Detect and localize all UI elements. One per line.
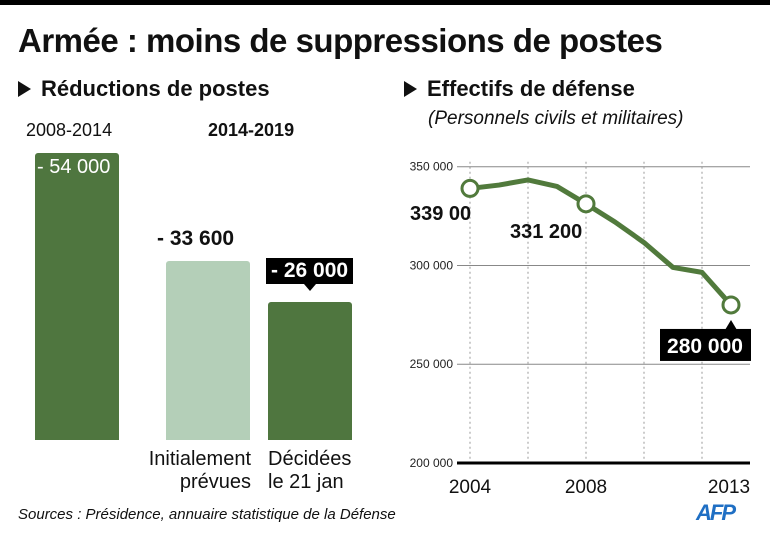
page-title: Armée : moins de suppressions de postes (18, 22, 663, 59)
data-point-marker (576, 194, 596, 214)
bar (35, 153, 119, 440)
y-tick-label: 200 000 (410, 456, 454, 470)
right-heading-text: Effectifs de défense (427, 76, 635, 101)
data-callout-pointer (725, 319, 737, 330)
right-section-heading: Effectifs de défense (404, 76, 635, 102)
bar-value-label: - 54 000 (37, 156, 111, 178)
bar-category-label: Initialement prévues (148, 448, 251, 493)
data-label: 339 00 (410, 203, 471, 225)
afp-logo: AFP (696, 500, 736, 525)
right-subheading: (Personnels civils et militaires) (428, 108, 684, 129)
y-tick-label: 300 000 (410, 258, 454, 272)
period-label-1: 2008-2014 (26, 120, 113, 140)
data-point-marker (721, 295, 741, 315)
triangle-bullet-icon (404, 81, 417, 97)
left-heading-text: Réductions de postes (41, 76, 270, 101)
series-line (467, 177, 734, 308)
y-tick-label: 250 000 (410, 357, 454, 371)
period-label-2: 2014-2019 (208, 120, 295, 140)
data-label: 280 000 (667, 335, 743, 358)
top-bar (0, 0, 770, 5)
y-tick-label: 350 000 (410, 160, 454, 174)
bar-category-label: Décidées le 21 jan (268, 448, 352, 493)
x-tick-label: 2008 (565, 477, 607, 498)
left-section-heading: Réductions de postes (18, 76, 270, 102)
bar (268, 301, 352, 440)
x-tick-label: 2013 (708, 477, 750, 498)
x-tick-label: 2004 (449, 477, 492, 498)
bar-value-label: - 26 000 (266, 257, 354, 291)
data-callout-box (660, 328, 751, 361)
triangle-bullet-icon (18, 81, 31, 97)
line-chart: 200 000 250 000 300 000 350 000 2004 2008 2013… (410, 160, 751, 498)
data-label: 331 200 (510, 221, 582, 243)
bar-value-label: - 33 600 (157, 227, 235, 251)
sources-note: Sources : Présidence, annuaire statistiq… (18, 506, 396, 523)
bar (166, 261, 250, 440)
data-point-marker (460, 178, 480, 198)
